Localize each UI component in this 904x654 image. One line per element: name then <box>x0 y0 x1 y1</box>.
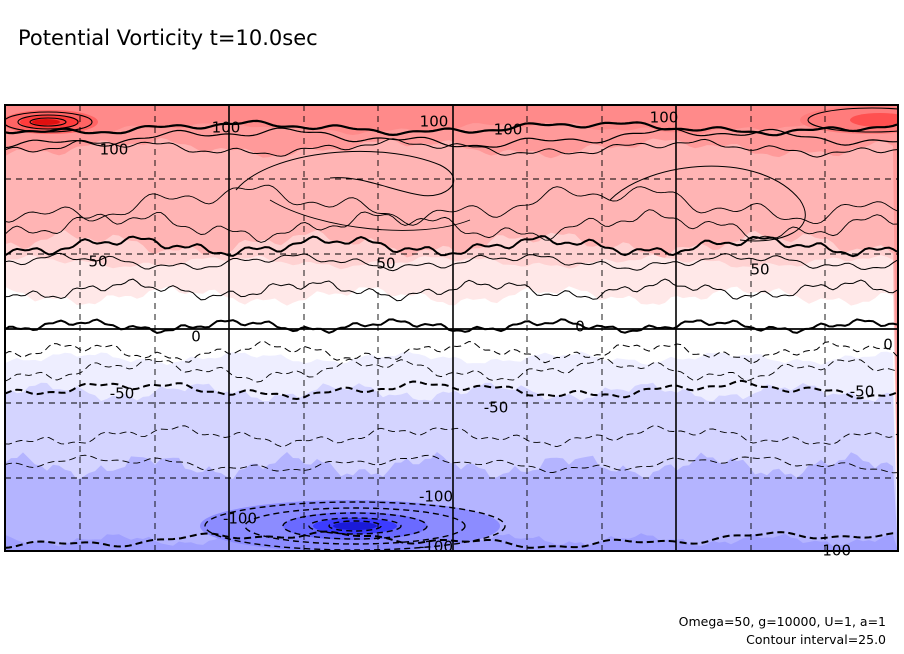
contour-line <box>5 209 898 243</box>
contour-label: -50 <box>484 399 509 417</box>
contour-filament <box>609 165 806 242</box>
contour-eddy <box>244 507 466 545</box>
contour-line <box>5 357 898 383</box>
contour-interval-note: Contour interval=25.0 <box>746 632 886 647</box>
contour-line <box>5 184 898 226</box>
contour-line <box>5 235 898 258</box>
contour-label: 0 <box>575 318 585 336</box>
contour-label: -100 <box>419 488 453 506</box>
contour-line <box>5 530 898 549</box>
contour-label: 100 <box>650 109 679 127</box>
contour-label: 50 <box>750 261 769 279</box>
contour-eddy <box>308 517 402 535</box>
parameters-note: Omega=50, g=10000, U=1, a=1 <box>678 614 886 629</box>
eddy-positive <box>32 119 60 125</box>
contour-line <box>5 127 898 149</box>
contour-lines <box>5 107 898 551</box>
plot-frame <box>4 104 899 552</box>
contour-line <box>5 252 898 272</box>
contour-label: 100 <box>420 113 449 131</box>
contour-labels: 100 100 100 100 100 50 50 50 0 0 0 -50 -50 -50 -100 -10… <box>88 109 892 560</box>
contour-line <box>5 119 898 137</box>
contour-filament <box>235 150 455 197</box>
contour-line <box>5 425 898 448</box>
contour-line <box>5 318 898 335</box>
eddy-negative <box>333 522 377 530</box>
contour-label: -50 <box>850 383 875 401</box>
contour-label: -100 <box>223 510 257 528</box>
contour-eddy <box>29 117 67 127</box>
contour-label: 100 <box>212 119 241 137</box>
contour-label: 100 <box>494 121 523 139</box>
contour-eddy <box>17 114 79 130</box>
contour-eddy <box>282 512 428 540</box>
contour-label: 100 <box>100 141 129 159</box>
contour-line <box>5 454 898 474</box>
contour-label: -100 <box>419 538 453 556</box>
contour-filament <box>269 199 471 231</box>
contour-line <box>5 340 898 364</box>
chart-title: Potential Vorticity t=10.0sec <box>18 26 318 50</box>
contour-label: 0 <box>883 336 893 354</box>
contour-eddy <box>5 111 93 133</box>
eddy-positive <box>850 113 898 127</box>
contour-line <box>5 138 898 158</box>
contour-eddy <box>807 107 898 133</box>
contour-line <box>5 278 898 302</box>
contour-label: -50 <box>110 385 135 403</box>
contour-eddy <box>328 520 382 532</box>
contour-label: 50 <box>88 253 107 271</box>
contour-label: 50 <box>376 255 395 273</box>
contour-label: 0 <box>191 328 201 346</box>
